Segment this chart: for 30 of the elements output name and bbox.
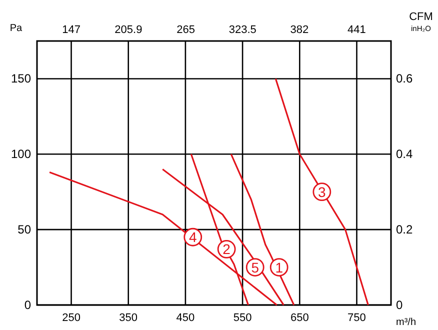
y2-tick-label: 0 [396,298,403,312]
x-tick-label: 750 [348,312,366,324]
x-tick-label: 250 [62,312,80,324]
line-series [274,78,369,306]
y-axis-title: Pa [10,23,23,34]
x-tick-label: 550 [233,312,252,324]
y2-tick-label: 0.6 [396,72,414,86]
x-axis-title: m³/h [396,317,416,328]
y-tick-label: 100 [10,147,32,162]
x2-tick-label: 147 [62,24,80,36]
y2-tick-label: 0.4 [396,147,414,162]
x2-tick-label: 441 [348,24,366,36]
y2-tick-label: 0.2 [396,222,414,237]
x2-tick-label: 205.9 [114,24,142,36]
x2-axis-title: CFM [409,11,433,23]
annotation: 4 [188,229,197,246]
x-tick-label: 450 [176,312,195,324]
y-tick-label: 0 [24,298,32,312]
x2-tick-label: 323.5 [228,24,256,36]
x2-tick-label: 265 [176,24,196,36]
annotation: 1 [275,259,284,276]
y-tick-label: 50 [18,222,32,237]
annotation: 5 [251,259,260,276]
x2-tick-label: 382 [290,24,309,36]
annotation: 2 [222,241,231,258]
y-tick-label: 150 [10,72,32,86]
x-tick-label: 650 [290,312,309,324]
x-tick-label: 350 [119,312,138,324]
line-series [230,153,295,306]
annotation: 3 [318,184,326,200]
